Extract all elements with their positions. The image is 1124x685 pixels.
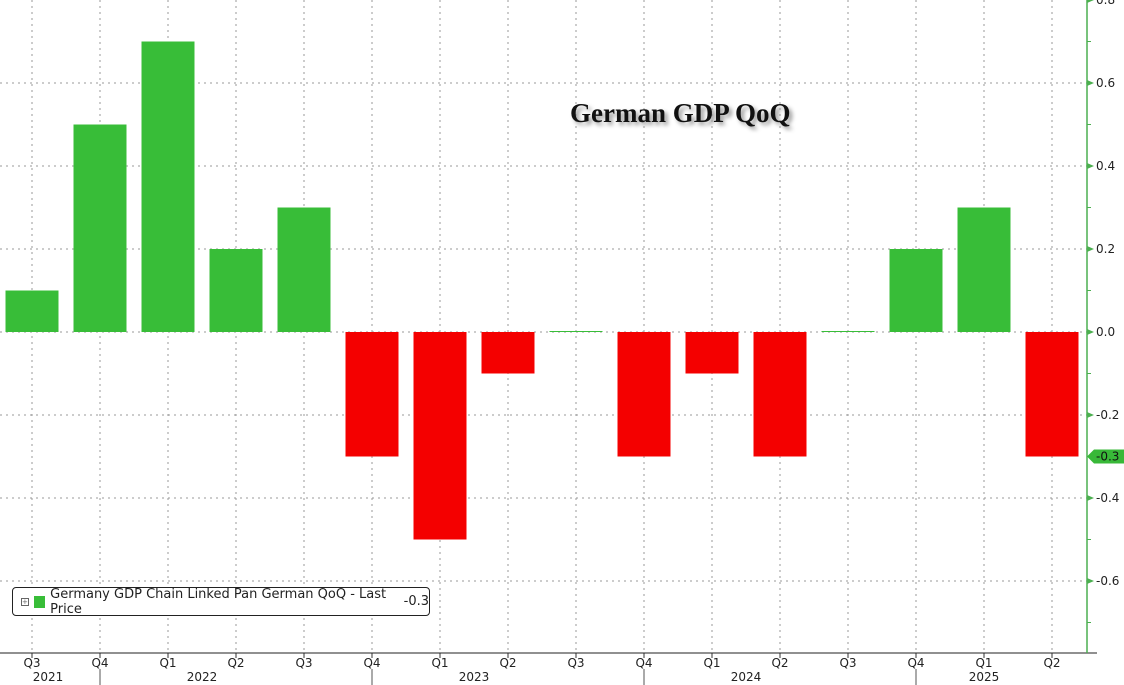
bar: [685, 332, 739, 374]
y-tick: [1087, 246, 1094, 252]
y-tick: [1087, 80, 1094, 86]
legend-swatch: [33, 595, 46, 608]
x-tick-label: Q4: [91, 656, 108, 670]
y-tick-label: 0.8: [1096, 0, 1115, 7]
bar: [277, 207, 331, 332]
bar: [5, 290, 59, 332]
bar: [141, 41, 195, 332]
x-tick-label: Q2: [1043, 656, 1060, 670]
bar: [1025, 332, 1079, 457]
last-price-label: -0.3: [1096, 450, 1119, 464]
x-tick-label: Q4: [363, 656, 380, 670]
x-tick-label: Q1: [703, 656, 720, 670]
year-label: 2024: [731, 670, 762, 684]
x-tick-label: Q3: [839, 656, 856, 670]
y-tick: [1087, 495, 1094, 501]
y-tick: [1087, 329, 1094, 335]
bar: [345, 332, 399, 457]
x-tick-label: Q1: [159, 656, 176, 670]
y-tick: [1087, 578, 1094, 584]
y-tick-label: 0.6: [1096, 76, 1115, 90]
y-tick: [1087, 163, 1094, 169]
x-tick-label: Q1: [975, 656, 992, 670]
bar: [73, 124, 127, 332]
bar: [481, 332, 535, 374]
y-tick-label: 0.4: [1096, 159, 1115, 173]
y-tick-label: -0.4: [1096, 491, 1119, 505]
bar: [753, 332, 807, 457]
x-tick-label: Q3: [295, 656, 312, 670]
y-tick: [1087, 412, 1094, 418]
expand-icon[interactable]: +: [21, 597, 29, 606]
x-tick-label: Q4: [635, 656, 652, 670]
bar: [821, 331, 875, 332]
y-tick-label: -0.2: [1096, 408, 1119, 422]
legend-label: Germany GDP Chain Linked Pan German QoQ …: [50, 586, 387, 617]
year-label: 2022: [187, 670, 218, 684]
y-tick-label: 0.0: [1096, 325, 1115, 339]
x-tick-label: Q4: [907, 656, 924, 670]
year-label: 2025: [969, 670, 1000, 684]
y-tick-label: -0.6: [1096, 574, 1119, 588]
year-label: 2023: [459, 670, 490, 684]
y-tick-label: 0.2: [1096, 242, 1115, 256]
x-tick-label: Q3: [23, 656, 40, 670]
bar: [413, 332, 467, 540]
chart-title: German GDP QoQ: [570, 98, 791, 128]
year-label: 2021: [33, 670, 64, 684]
x-tick-label: Q2: [499, 656, 516, 670]
x-tick-label: Q1: [431, 656, 448, 670]
x-tick-label: Q3: [567, 656, 584, 670]
bar: [957, 207, 1011, 332]
legend-value: -0.3: [403, 594, 429, 609]
y-tick: [1087, 0, 1094, 3]
last-price-tag: [1087, 449, 1124, 464]
bar: [889, 249, 943, 332]
x-tick-label: Q2: [227, 656, 244, 670]
bar: [549, 331, 603, 332]
bar: [617, 332, 671, 457]
bar: [209, 249, 263, 332]
x-tick-label: Q2: [771, 656, 788, 670]
legend: + Germany GDP Chain Linked Pan German Qo…: [12, 586, 430, 617]
